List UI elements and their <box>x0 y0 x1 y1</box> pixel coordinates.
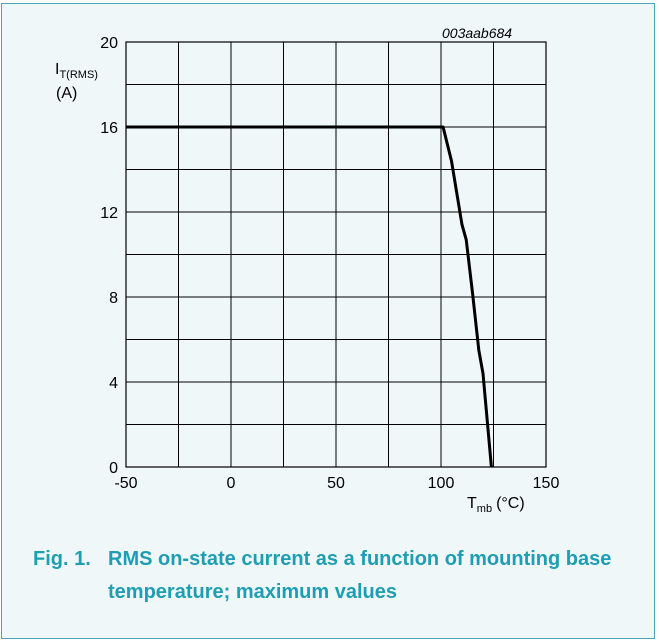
chart-grid <box>125 41 547 468</box>
y-axis-label-main: I <box>55 61 59 78</box>
chart-series-line <box>126 125 493 468</box>
figure-code: 003aab684 <box>442 25 512 41</box>
y-axis-label-sub: T(RMS) <box>59 69 98 81</box>
y-axis-label: IT(RMS) <box>55 61 98 81</box>
x-axis-label-sub: mb <box>477 503 492 515</box>
y-axis-unit: (A) <box>56 85 77 102</box>
y-tick-labels: 0 4 8 12 16 20 <box>100 35 118 477</box>
figure-caption: Fig. 1. RMS on-state current as a functi… <box>33 543 643 609</box>
y-tick-label: 4 <box>109 375 118 392</box>
x-tick-label: -50 <box>114 475 137 492</box>
y-tick-label: 0 <box>109 460 118 477</box>
y-tick-label: 20 <box>100 35 118 52</box>
figure-panel: -50 0 50 100 150 0 4 8 12 16 20 003aab684 IT(RMS)… <box>1 3 655 639</box>
x-tick-label: 0 <box>227 475 236 492</box>
y-tick-label: 16 <box>100 120 118 137</box>
x-tick-label: 50 <box>327 475 345 492</box>
y-tick-label: 8 <box>109 290 118 307</box>
x-axis-label-main: T <box>467 495 477 512</box>
x-axis-label-unit: (°C) <box>496 495 525 512</box>
x-tick-label: 100 <box>428 475 455 492</box>
plot-frame <box>125 41 547 468</box>
x-tick-labels: -50 0 50 100 150 <box>114 475 559 492</box>
x-axis-label: Tmb (°C) <box>467 495 525 515</box>
figure-caption-text: RMS on-state current as a function of mo… <box>108 548 612 603</box>
figure-number: Fig. 1. <box>33 548 91 570</box>
y-tick-label: 12 <box>100 205 118 222</box>
x-tick-label: 150 <box>533 475 560 492</box>
